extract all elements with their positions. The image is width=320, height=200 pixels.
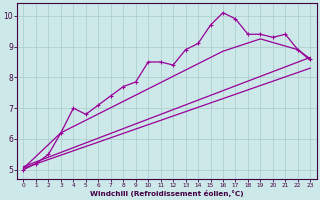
X-axis label: Windchill (Refroidissement éolien,°C): Windchill (Refroidissement éolien,°C)	[90, 190, 244, 197]
